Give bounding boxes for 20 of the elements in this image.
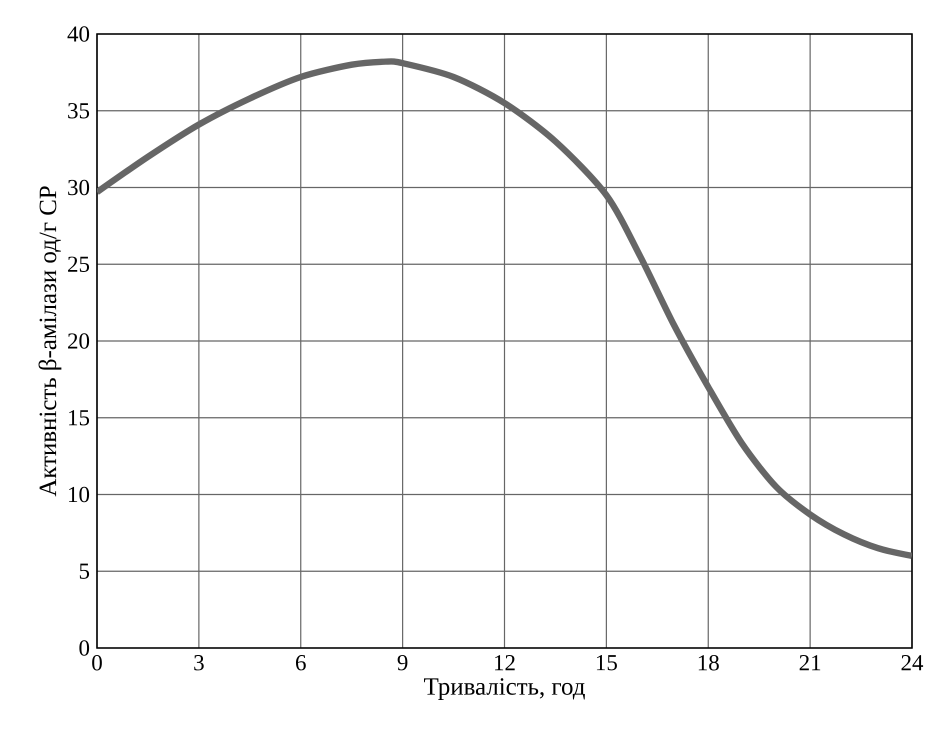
y-tick-label: 25 (68, 256, 90, 272)
y-axis-title: Активність β-амілази од/г СР (38, 186, 62, 496)
x-tick-label: 21 (800, 655, 820, 670)
y-tick-label: 35 (68, 103, 90, 118)
y-tick-label: 0 (79, 640, 90, 656)
x-tick-label: 15 (596, 655, 617, 670)
x-tick-label: 6 (296, 655, 306, 670)
x-tick-label: 0 (92, 655, 102, 670)
x-tick-label: 12 (495, 655, 515, 670)
y-tick-label: 20 (68, 333, 90, 349)
x-tick-label: 18 (698, 655, 719, 670)
y-tick-label: 30 (68, 180, 90, 196)
x-axis-title: Тривалість, год (424, 678, 585, 700)
y-tick-label: 5 (80, 564, 90, 579)
x-tick-label: 9 (398, 655, 408, 670)
y-tick-label: 15 (69, 410, 90, 426)
y-tick-label: 40 (67, 26, 90, 42)
x-tick-label: 24 (902, 655, 924, 670)
y-tick-label: 10 (69, 486, 90, 502)
x-tick-label: 3 (194, 655, 204, 670)
